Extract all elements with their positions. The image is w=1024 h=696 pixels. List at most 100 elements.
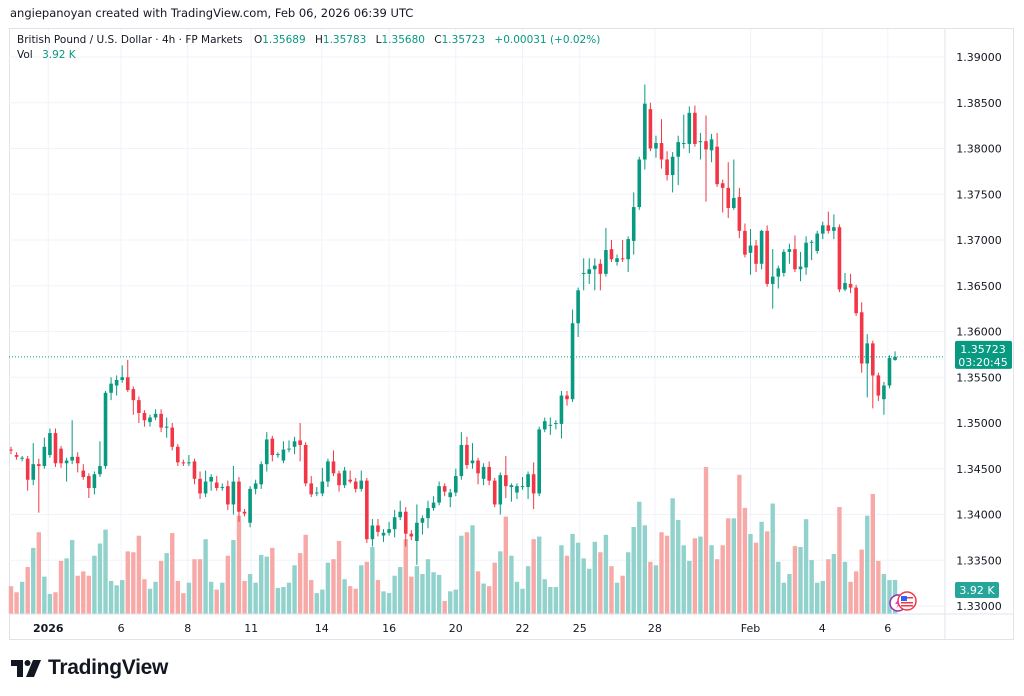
volume-bar: [347, 586, 353, 614]
volume-bar: [815, 582, 820, 614]
candle-body: [515, 486, 519, 493]
open-value: 1.35689: [262, 34, 306, 46]
volume-bar: [86, 575, 92, 614]
candle-body: [259, 464, 263, 485]
volume-bar: [436, 574, 442, 614]
volume-bar: [270, 547, 275, 614]
candle-body: [654, 143, 658, 149]
candle-body: [159, 413, 163, 428]
candle-body: [81, 470, 86, 477]
candle: [504, 455, 508, 499]
candle: [164, 417, 169, 438]
candle: [187, 455, 191, 467]
symbol-title[interactable]: British Pound / U.S. Dollar · 4h · FP Ma…: [17, 34, 243, 46]
candle-body: [748, 245, 753, 253]
candle: [837, 224, 842, 293]
volume-bar: [359, 565, 364, 614]
candle: [142, 410, 147, 427]
candle-body: [320, 481, 325, 494]
volume-bar: [247, 573, 253, 614]
volume-bar: [158, 560, 164, 614]
candle: [820, 221, 825, 240]
candle-body: [565, 395, 569, 400]
candle: [348, 470, 352, 484]
candle: [476, 457, 480, 485]
time-tick-label: 8: [184, 622, 191, 635]
candle: [704, 115, 708, 202]
candle-body: [832, 227, 836, 231]
candle-body: [759, 230, 764, 264]
chart-credit: angiepanoyan created with TradingView.co…: [10, 6, 414, 20]
candle-body: [693, 112, 697, 144]
volume-bar: [442, 600, 447, 614]
candle-body: [437, 486, 441, 503]
candle-body: [148, 417, 152, 423]
volume-bar: [97, 543, 103, 614]
candle-body: [331, 461, 336, 474]
volume-bar: [709, 545, 714, 614]
candle-body: [465, 444, 469, 466]
volume-bar: [553, 587, 559, 614]
candle: [643, 84, 647, 170]
price-tick-label: 1.34000: [956, 509, 1002, 522]
candle-body: [287, 448, 291, 450]
candle-body: [609, 249, 614, 260]
volume-bar: [125, 551, 130, 614]
candle-body: [765, 230, 769, 284]
candle-body: [793, 249, 797, 270]
candle: [537, 426, 541, 497]
candle: [670, 152, 675, 193]
candle-body: [409, 533, 414, 537]
candle-body: [48, 433, 52, 456]
candle-body: [431, 502, 436, 509]
candle: [609, 240, 614, 262]
candle-body: [754, 245, 758, 264]
candle-body: [704, 141, 708, 150]
volume-bar: [509, 555, 514, 614]
candle-body: [420, 518, 425, 523]
candle: [687, 106, 692, 154]
volume-bar: [192, 559, 197, 614]
volume-bar: [776, 561, 781, 614]
volume-bar: [486, 586, 492, 614]
candle-body: [37, 464, 41, 467]
volume-bar: [64, 558, 69, 614]
volume-bar: [208, 581, 214, 614]
chart-frame: [9, 28, 1014, 640]
volume-bar: [809, 560, 814, 614]
volume-bar: [392, 575, 397, 614]
volume-bar: [292, 565, 297, 614]
tradingview-logo[interactable]: TradingView: [11, 656, 168, 680]
candle-body: [743, 230, 747, 255]
candle: [276, 452, 280, 458]
volume-bar: [331, 559, 336, 614]
volume-bar: [803, 519, 809, 614]
candle-body: [809, 241, 814, 243]
volume-bar: [14, 592, 19, 614]
time-tick-label: 14: [315, 622, 329, 635]
candle-body: [498, 475, 503, 505]
volume-bar: [231, 540, 236, 614]
volume-bar: [542, 579, 547, 614]
candle-body: [248, 488, 252, 523]
volume-bar: [625, 552, 631, 614]
candle: [359, 470, 364, 492]
candle: [654, 135, 658, 158]
candle-body: [815, 233, 819, 251]
candle: [92, 471, 97, 495]
candle: [787, 243, 792, 264]
candle-body: [531, 474, 536, 494]
price-tick-label: 1.38500: [956, 97, 1002, 110]
candle-body: [326, 461, 330, 482]
volume-bar: [798, 547, 803, 614]
candle: [559, 390, 564, 439]
candle: [303, 442, 308, 487]
volume-bar: [470, 525, 475, 614]
volume-bar: [687, 560, 692, 614]
candle-body: [292, 441, 297, 447]
us-flag-icon[interactable]: [897, 591, 917, 611]
time-tick-label: 6: [118, 622, 125, 635]
candle-body: [454, 476, 458, 493]
candle-body: [176, 446, 180, 463]
